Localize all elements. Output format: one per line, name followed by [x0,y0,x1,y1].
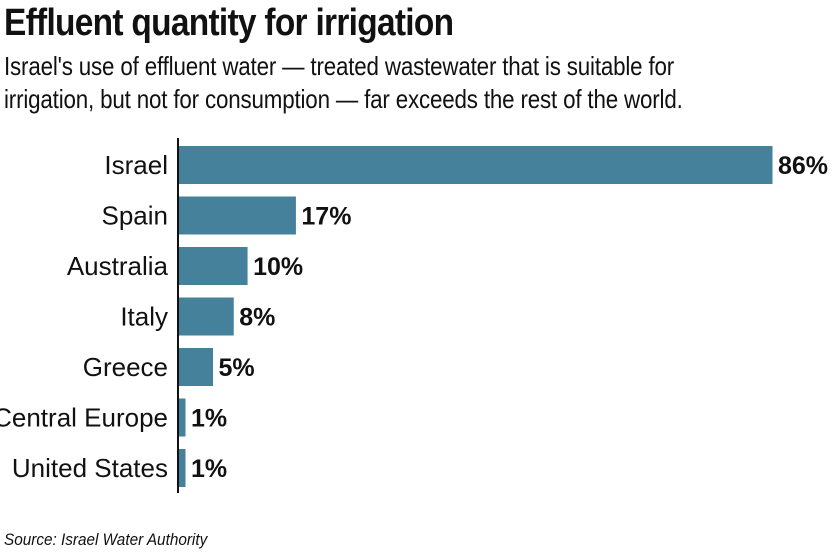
category-label: Greece [83,352,168,382]
value-label: 86% [778,152,828,180]
value-label: 5% [219,354,255,382]
bar-united-states [178,449,186,487]
category-label: Australia [67,251,169,281]
value-label: 8% [239,304,275,332]
category-label: United States [12,453,168,483]
value-label: 1% [191,455,227,483]
bar-australia [178,247,248,285]
value-label: 17% [301,203,351,231]
value-label: 1% [191,405,227,433]
value-label: 10% [253,253,303,281]
chart-subtitle: Israel's use of effluent water — treated… [4,50,683,116]
bar-central-europe [178,398,186,437]
bar-greece [178,348,214,386]
category-label: Spain [102,201,169,231]
source-note: Source: Israel Water Authority [4,530,208,549]
category-label: Israel [104,150,168,180]
chart-title: Effluent quantity for irrigation [4,2,454,44]
subtitle-line-2: irrigation, but not for consumption — fa… [4,84,683,114]
category-label: Italy [120,302,168,332]
category-label: Central Europe [0,403,168,433]
bar-italy [178,297,234,336]
bar-israel [178,146,773,184]
subtitle-line-1: Israel's use of effluent water — treated… [4,51,675,81]
bar-spain [178,196,296,235]
